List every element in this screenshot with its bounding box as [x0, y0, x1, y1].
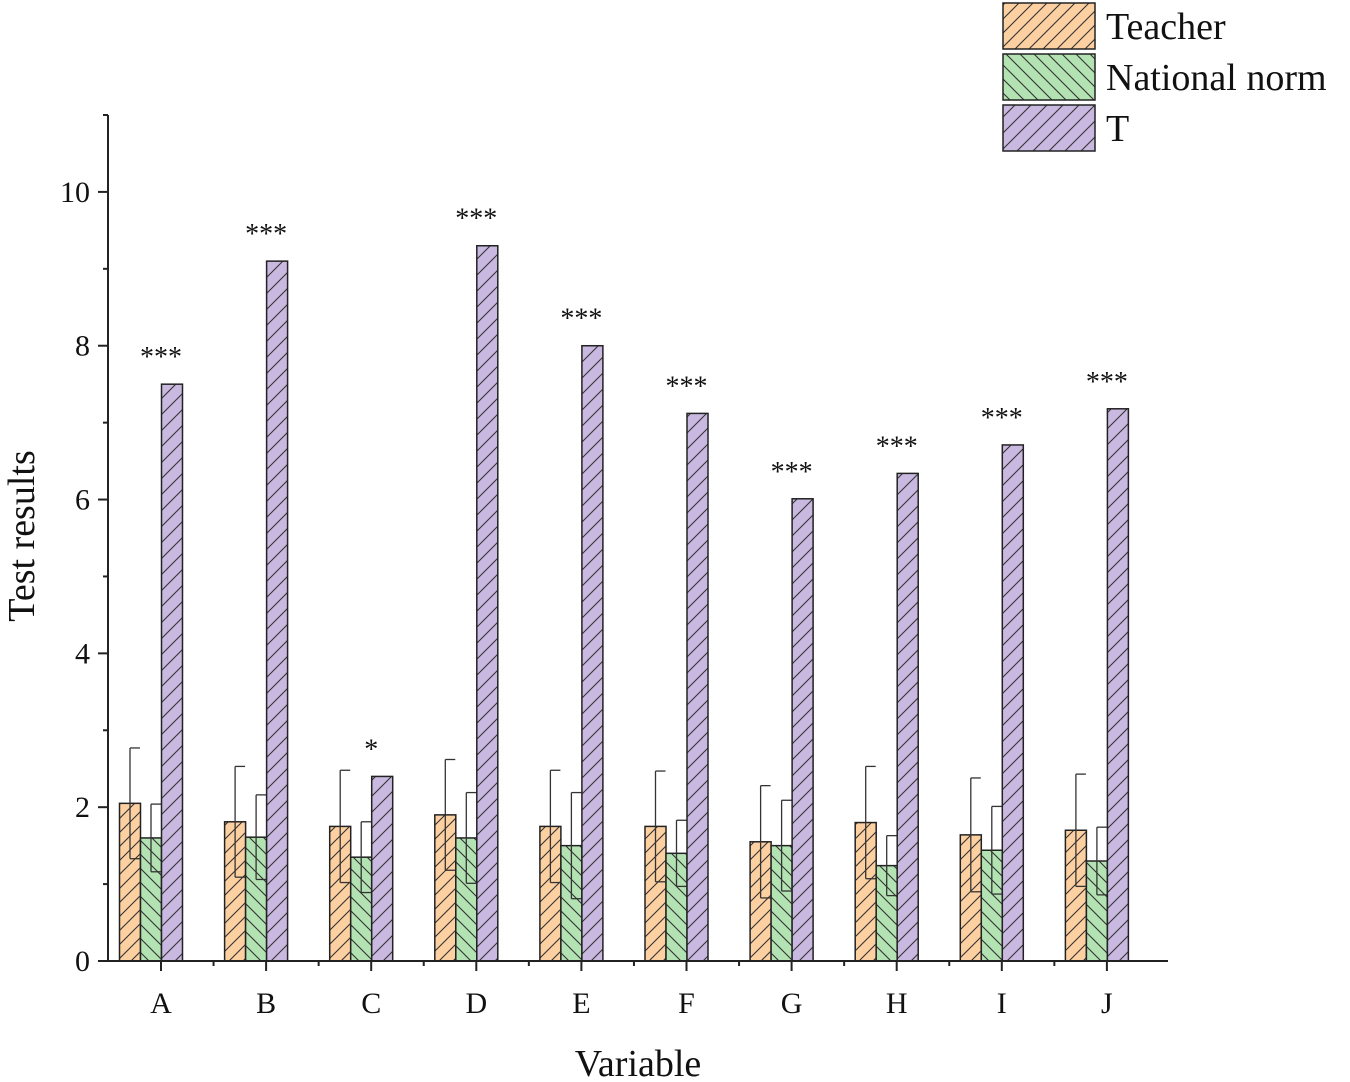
y-axis-ticks: 0 2 4 6 8 10: [60, 114, 108, 978]
x-tick-label-e: E: [572, 987, 590, 1020]
bar-group-h: ***: [854, 431, 919, 962]
x-axis-ticks: A B C D E F G H I J: [150, 961, 1113, 1020]
bar-t-g: [791, 498, 814, 962]
legend-swatch-teacher: [1002, 2, 1096, 50]
error-bar-national-norm-e: [570, 791, 582, 900]
bar-group-e: ***: [539, 304, 604, 962]
legend-label-national-norm: National norm: [1106, 57, 1327, 99]
significance-label-d: ***: [455, 204, 497, 235]
bar-group-i: ***: [959, 403, 1025, 962]
bar-t-i: [1001, 444, 1025, 962]
bar-group-a: ***: [118, 342, 184, 962]
x-tick-label-f: F: [678, 987, 695, 1020]
x-tick-label-d: D: [465, 987, 487, 1020]
error-bar-national-norm-d: [465, 791, 477, 884]
x-tick-label-h: H: [886, 987, 908, 1020]
significance-label-h: ***: [876, 431, 918, 462]
bar-t-b: [265, 260, 289, 962]
x-tick-label-a: A: [150, 987, 172, 1020]
error-bar-teacher-b: [234, 765, 246, 878]
y-tick-label-8: 8: [75, 330, 90, 363]
x-tick-label-j: J: [1101, 987, 1113, 1020]
legend-label-t: T: [1106, 108, 1129, 150]
significance-label-f: ***: [666, 371, 708, 402]
error-bar-national-norm-i: [991, 805, 1002, 895]
bar-group-j: ***: [1064, 367, 1130, 962]
error-bar-national-norm-a: [150, 803, 161, 873]
x-axis-title: Variable: [575, 1043, 702, 1082]
bar-t-f: [686, 412, 709, 962]
legend-swatch-t: [1002, 104, 1096, 152]
y-tick-label-6: 6: [75, 484, 90, 517]
legend-label-teacher: Teacher: [1106, 6, 1226, 48]
significance-label-a: ***: [140, 342, 182, 373]
error-bar-national-norm-c: [360, 821, 372, 894]
legend: Teacher National norm T: [1002, 2, 1327, 152]
legend-swatch-national-norm: [1002, 53, 1096, 101]
error-bar-teacher-j: [1075, 773, 1086, 888]
significance-label-b: ***: [245, 219, 287, 250]
x-tick-label-c: C: [361, 987, 381, 1020]
error-bar-national-norm-f: [675, 819, 687, 888]
bar-group-c: *: [328, 734, 394, 962]
error-bar-national-norm-g: [780, 799, 792, 892]
error-bar-teacher-c: [339, 769, 351, 884]
bar-t-a: [160, 383, 184, 962]
y-axis-title: Test results: [1, 450, 43, 621]
significance-label-i: ***: [981, 403, 1023, 434]
significance-label-g: ***: [771, 457, 813, 488]
x-tick-label-g: G: [781, 987, 803, 1020]
error-bar-teacher-h: [865, 765, 876, 880]
x-tick-label-i: I: [997, 987, 1007, 1020]
x-tick-label-b: B: [256, 987, 276, 1020]
significance-label-c: *: [364, 734, 378, 765]
bar-group-g: ***: [749, 457, 814, 962]
plot-area: ****************************: [118, 204, 1130, 962]
y-tick-label-10: 10: [60, 176, 90, 209]
y-tick-label-4: 4: [75, 637, 90, 670]
bar-t-e: [581, 344, 604, 962]
y-tick-label-0: 0: [75, 945, 90, 978]
y-tick-label-2: 2: [75, 791, 90, 824]
bar-t-h: [896, 472, 919, 962]
error-bar-national-norm-h: [886, 834, 897, 897]
error-bar-teacher-a: [129, 747, 140, 860]
error-bar-national-norm-j: [1096, 826, 1107, 896]
significance-label-j: ***: [1086, 367, 1128, 398]
legend-item-teacher: Teacher: [1002, 2, 1226, 50]
error-bar-teacher-g: [759, 784, 771, 899]
legend-item-t: T: [1002, 104, 1129, 152]
error-bar-teacher-i: [970, 777, 981, 893]
bar-group-d: ***: [434, 204, 499, 962]
bar-group-b: ***: [223, 219, 289, 962]
bar-t-d: [476, 244, 499, 962]
error-bar-teacher-f: [654, 770, 666, 883]
error-bar-teacher-d: [444, 758, 456, 871]
bar-t-j: [1106, 408, 1130, 962]
bar-group-f: ***: [644, 371, 709, 962]
legend-item-national-norm: National norm: [1002, 53, 1327, 101]
significance-label-e: ***: [560, 304, 602, 335]
error-bar-teacher-e: [549, 769, 561, 884]
error-bar-national-norm-b: [255, 794, 267, 881]
bar-t-c: [370, 775, 394, 962]
